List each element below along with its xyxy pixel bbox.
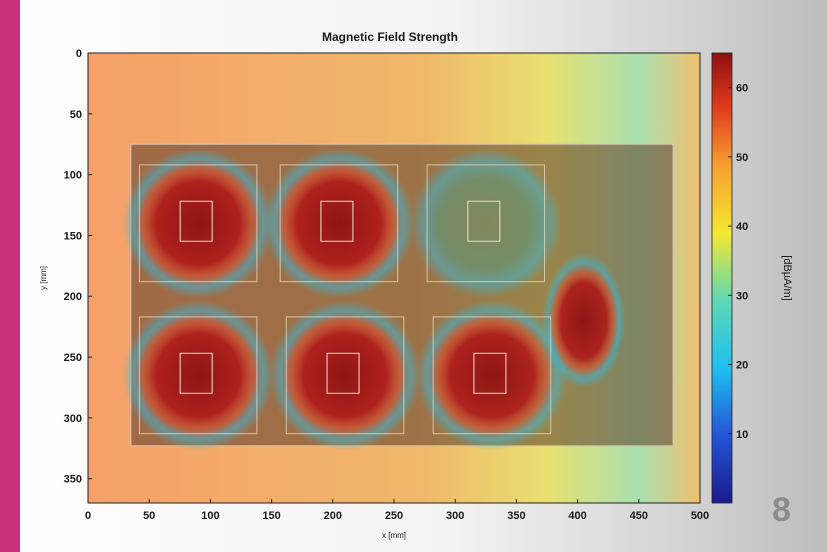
x-tick-label: 500 xyxy=(691,510,709,522)
x-tick-label: 50 xyxy=(143,510,155,522)
coil-pad-outline xyxy=(326,352,360,394)
x-tick-label: 400 xyxy=(568,510,586,522)
coil-pad-outline xyxy=(473,352,507,394)
y-axis-label: y [mm] xyxy=(39,266,48,290)
coil-pad-outline xyxy=(467,200,501,242)
coil-outline xyxy=(138,316,258,435)
coil-hotspot xyxy=(263,147,415,299)
x-tick-label: 150 xyxy=(262,510,280,522)
x-tick-label: 450 xyxy=(630,510,648,522)
colorbar-tick-label: 30 xyxy=(736,290,748,302)
y-tick-label: 50 xyxy=(70,109,82,121)
coil-hotspot xyxy=(269,299,421,451)
x-tick-label: 200 xyxy=(324,510,342,522)
y-tick-label: 100 xyxy=(64,170,82,182)
coil-hotspot xyxy=(122,147,275,299)
colorbar xyxy=(711,52,733,504)
coil-hotspot xyxy=(416,299,568,451)
accent-bar xyxy=(0,0,20,552)
coil-outline xyxy=(285,316,405,435)
x-tick-label: 300 xyxy=(446,510,464,522)
plot-area xyxy=(88,53,700,503)
coil-outline xyxy=(279,164,399,283)
coil-hotspot xyxy=(541,252,626,389)
colorbar-ticks: 10 20 30 40 50 60 xyxy=(728,83,748,441)
coil-hotspot xyxy=(409,147,562,299)
colorbar-tick-label: 10 xyxy=(736,429,748,441)
y-tick-label: 150 xyxy=(64,230,82,242)
colorbar-tick-label: 40 xyxy=(736,221,748,233)
x-tick-label: 100 xyxy=(201,510,219,522)
colorbar-label: [dBµA/m] xyxy=(781,255,793,300)
x-axis-label: x [mm] xyxy=(382,531,406,540)
coil-pad-outline xyxy=(320,200,354,242)
page-number: 8 xyxy=(772,491,791,529)
coil-pad-outline xyxy=(179,352,213,394)
x-tick-label: 350 xyxy=(507,510,525,522)
coil-outlines xyxy=(138,164,552,435)
coil-pad-outline xyxy=(179,200,213,242)
coil-hotspots xyxy=(122,147,626,451)
x-tick-label: 250 xyxy=(385,510,403,522)
y-axis-ticks: 0 50 100 150 200 250 300 350 xyxy=(64,48,92,486)
y-tick-label: 300 xyxy=(64,413,82,425)
coil-outline xyxy=(432,316,552,435)
colorbar-tick-label: 50 xyxy=(736,152,748,164)
y-tick-label: 250 xyxy=(64,352,82,364)
y-tick-label: 350 xyxy=(64,474,82,486)
coil-hotspot xyxy=(122,299,275,451)
x-axis-ticks: 0 50 100 150 200 250 300 350 400 450 500 xyxy=(85,499,709,522)
x-tick-label: 0 xyxy=(85,510,91,522)
y-tick-label: 0 xyxy=(76,48,82,60)
chart-title: Magnetic Field Strength xyxy=(322,30,458,44)
coil-outline xyxy=(426,164,546,283)
y-tick-label: 200 xyxy=(64,291,82,303)
colorbar-tick-label: 60 xyxy=(736,83,748,95)
colorbar-tick-label: 20 xyxy=(736,360,748,372)
coil-outline xyxy=(138,164,258,283)
